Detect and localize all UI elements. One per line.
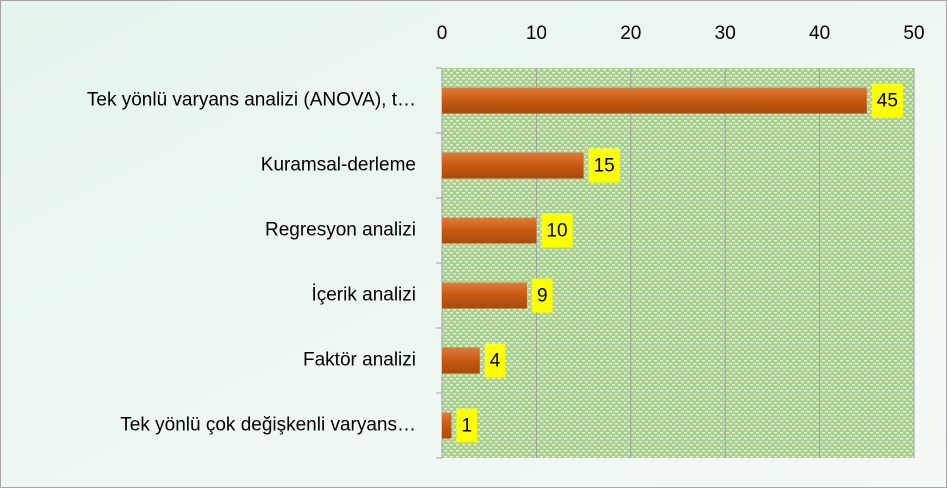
- data-label: 45: [877, 91, 898, 112]
- data-label: 9: [537, 286, 548, 307]
- bar: [442, 412, 452, 439]
- y-tick-label: Tek yönlü varyans analizi (ANOVA), t…: [87, 90, 416, 111]
- data-label: 15: [594, 156, 615, 177]
- data-label-box: [531, 278, 553, 313]
- data-label: 10: [546, 221, 567, 242]
- x-tick-label: 30: [715, 23, 736, 44]
- x-tick-label: 20: [620, 23, 641, 44]
- y-tick-label: Regresyon analizi: [265, 220, 416, 241]
- y-tick-label: İçerik analizi: [311, 285, 416, 306]
- x-tick-label: 10: [526, 23, 547, 44]
- y-tick-label: Faktör analizi: [303, 350, 416, 371]
- bar: [442, 347, 480, 374]
- bar: [442, 152, 584, 179]
- data-label-box: [588, 148, 620, 183]
- data-label-box: [484, 343, 506, 378]
- y-tick-label: Kuramsal-derleme: [261, 155, 416, 176]
- data-label: 4: [490, 351, 501, 372]
- data-label-box: [541, 213, 573, 248]
- data-label: 1: [461, 416, 472, 437]
- plot-area: [442, 68, 914, 458]
- data-label-box: [871, 83, 903, 118]
- x-tick-label: 0: [437, 23, 448, 44]
- bar: [442, 282, 527, 309]
- y-tick-label: Tek yönlü çok değişkenli varyans…: [120, 415, 416, 436]
- x-tick-label: 40: [809, 23, 830, 44]
- bar: [442, 87, 867, 114]
- x-tick-label: 50: [903, 23, 924, 44]
- data-label-box: [456, 408, 478, 443]
- bar: [442, 217, 537, 244]
